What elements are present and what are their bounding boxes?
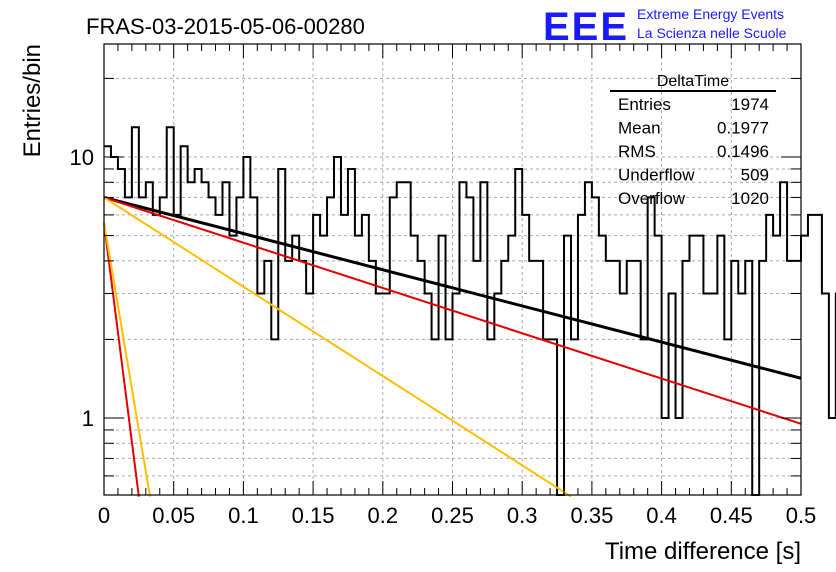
stats-box: DeltaTime Entries 1974 Mean 0.1977 RMS 0.1496… <box>610 73 776 208</box>
histogram <box>104 126 836 496</box>
stats-row-label: Underflow <box>618 166 695 185</box>
chart-title: FRAS-03-2015-05-06-00280 <box>86 14 365 39</box>
x-tick-label: 0.05 <box>152 503 195 528</box>
stats-row-label: Mean <box>618 119 661 138</box>
logo-line2: La Scienza nelle Scuole <box>637 25 787 41</box>
fit-line <box>103 195 802 380</box>
histogram-outline <box>104 126 836 496</box>
fit-line <box>103 222 151 497</box>
eee-logo: EEE Extreme Energy Events La Scienza nel… <box>543 5 787 49</box>
x-tick-label: 0.45 <box>710 503 753 528</box>
fit-lines <box>103 195 802 498</box>
y-axis-label: Entries/bin <box>19 44 46 157</box>
y-tick-label: 1 <box>82 406 94 431</box>
stats-title: DeltaTime <box>657 73 729 90</box>
stats-row-value: 1974 <box>731 95 769 114</box>
logo-mark: EEE <box>543 5 629 49</box>
stats-row-value: 0.1496 <box>717 142 769 161</box>
y-tick-label: 10 <box>70 145 94 170</box>
x-tick-label: 0.3 <box>507 503 538 528</box>
axes: 0 0.05 0.1 0.15 0.2 0.25 0.3 0.35 0.4 0.45 0.5 1 10 <box>70 44 817 528</box>
logo-line1: Extreme Energy Events <box>637 6 784 22</box>
stats-row-label: RMS <box>618 142 656 161</box>
x-tick-label: 0.5 <box>786 503 817 528</box>
fit-line <box>103 222 140 497</box>
stats-row-value: 0.1977 <box>717 119 769 138</box>
stats-row-value: 509 <box>741 166 769 185</box>
grid <box>104 44 801 495</box>
fit-line <box>103 196 572 498</box>
x-tick-label: 0 <box>98 503 110 528</box>
stats-rows: Entries 1974 Mean 0.1977 RMS 0.1496 Underflow 5… <box>618 95 769 208</box>
fit-line <box>103 196 802 425</box>
x-axis-label: Time difference [s] <box>605 538 801 565</box>
stats-row-value: 1020 <box>731 189 769 208</box>
x-tick-label: 0.15 <box>292 503 335 528</box>
x-tick-label: 0.4 <box>646 503 677 528</box>
stats-row-label: Entries <box>618 95 671 114</box>
x-tick-label: 0.2 <box>368 503 399 528</box>
x-tick-label: 0.25 <box>431 503 474 528</box>
stats-row-label: Overflow <box>618 189 686 208</box>
x-tick-label: 0.35 <box>570 503 613 528</box>
x-tick-label: 0.1 <box>228 503 259 528</box>
